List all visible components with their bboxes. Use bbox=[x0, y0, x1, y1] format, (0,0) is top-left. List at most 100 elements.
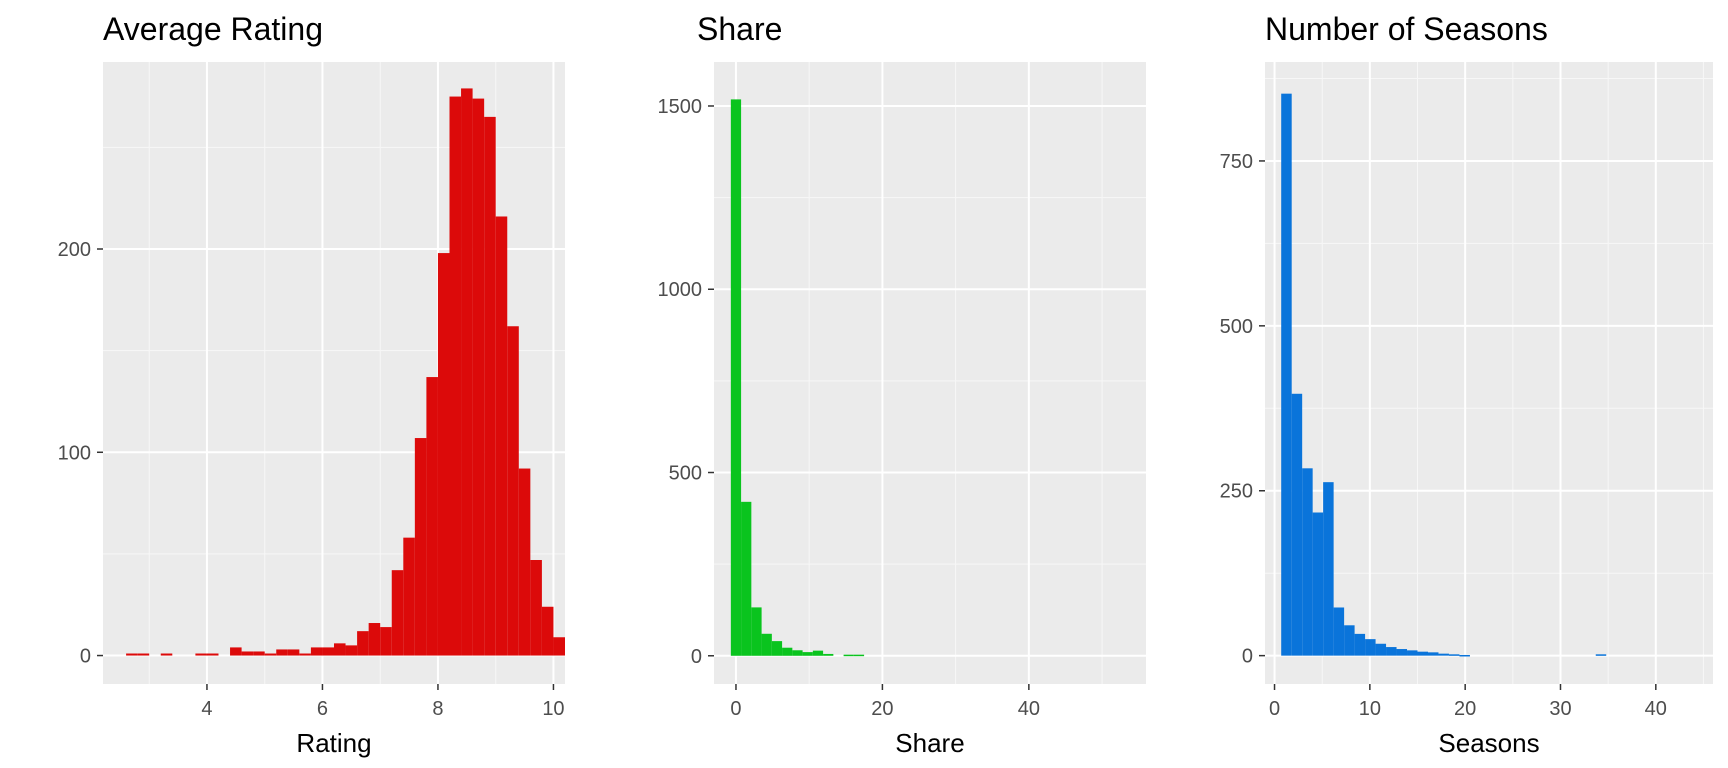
histogram-bar bbox=[1323, 482, 1334, 656]
histogram-bar bbox=[1595, 654, 1607, 656]
histogram-bar bbox=[322, 647, 334, 656]
y-tick-label: 1500 bbox=[658, 96, 703, 118]
histogram-bar bbox=[426, 377, 438, 656]
histogram-bar bbox=[751, 607, 762, 656]
panel-background bbox=[1265, 62, 1713, 684]
x-tick-label: 4 bbox=[201, 698, 212, 720]
histogram-bar bbox=[730, 99, 742, 656]
histogram-bar bbox=[1438, 653, 1449, 656]
histogram-bar bbox=[137, 653, 150, 656]
histogram-bar bbox=[843, 654, 854, 657]
y-tick-label: 500 bbox=[669, 463, 702, 485]
histogram-bar bbox=[1417, 651, 1428, 656]
histogram-bar bbox=[771, 641, 783, 656]
histogram-bar bbox=[414, 438, 427, 656]
histogram-bar bbox=[1312, 512, 1324, 656]
panel-title: Share bbox=[697, 11, 782, 47]
histogram-bar bbox=[461, 88, 473, 656]
histogram-bar bbox=[403, 537, 415, 656]
histogram-bar bbox=[530, 560, 542, 656]
y-tick-label: 750 bbox=[1220, 151, 1253, 173]
histogram-bar bbox=[1354, 633, 1366, 656]
histogram-bar bbox=[541, 606, 554, 656]
x-axis-label: Rating bbox=[296, 728, 371, 758]
histogram-bar bbox=[1344, 625, 1355, 656]
histogram-bar bbox=[553, 637, 565, 656]
histogram-bar bbox=[253, 651, 265, 656]
x-tick-label: 10 bbox=[542, 698, 564, 720]
histogram-bar bbox=[853, 654, 865, 657]
histogram-bar bbox=[230, 647, 242, 656]
histogram-bar bbox=[195, 653, 207, 656]
histogram-bar bbox=[782, 647, 793, 656]
histogram-bar bbox=[507, 326, 519, 656]
histogram-bar bbox=[1281, 93, 1292, 656]
histogram-bar bbox=[1396, 649, 1408, 656]
histogram-panel-2: 0 500 1000 1500 0 20 40 Share Share bbox=[658, 11, 1146, 758]
histogram-bar bbox=[472, 98, 485, 656]
histogram-bar bbox=[310, 647, 323, 656]
panel-background bbox=[714, 62, 1146, 684]
histogram-bar bbox=[380, 627, 392, 656]
histogram-bar bbox=[741, 501, 752, 656]
histogram-bar bbox=[1407, 650, 1418, 656]
panel-title: Average Rating bbox=[103, 11, 323, 47]
y-tick-label: 500 bbox=[1220, 316, 1253, 338]
histogram-bar bbox=[206, 653, 219, 656]
histogram-bar bbox=[449, 96, 462, 656]
y-tick-label: 0 bbox=[1242, 646, 1253, 668]
histogram-bar bbox=[495, 216, 508, 656]
x-tick-label: 40 bbox=[1645, 698, 1667, 720]
y-tick-label: 100 bbox=[58, 442, 91, 464]
histogram-bar bbox=[484, 116, 496, 656]
histogram-bar bbox=[518, 468, 531, 656]
y-tick-label: 1000 bbox=[658, 279, 703, 301]
x-axis-label: Seasons bbox=[1438, 728, 1539, 758]
histogram-panel-1: 0 100 200 4 6 8 10 Average Rating Rating bbox=[58, 11, 565, 758]
histogram-bar bbox=[357, 631, 369, 656]
histogram-bar bbox=[1365, 639, 1376, 656]
histogram-bar bbox=[802, 652, 813, 656]
y-tick-label: 200 bbox=[58, 239, 91, 261]
panel-title: Number of Seasons bbox=[1265, 11, 1548, 47]
histogram-bar bbox=[1448, 654, 1460, 656]
histogram-bar bbox=[287, 649, 300, 656]
histogram-bar bbox=[276, 649, 288, 656]
x-tick-label: 30 bbox=[1549, 698, 1571, 720]
histogram-bar bbox=[1386, 647, 1397, 656]
histogram-bar bbox=[437, 253, 450, 656]
histogram-panel-3: 0 250 500 750 0 10 20 30 40 Number of Seasons Seas… bbox=[1220, 11, 1713, 758]
histogram-bar bbox=[368, 623, 381, 656]
x-tick-label: 40 bbox=[1018, 698, 1040, 720]
histogram-bar bbox=[1291, 393, 1303, 656]
histogram-bar bbox=[299, 653, 311, 656]
x-tick-label: 8 bbox=[432, 698, 443, 720]
y-tick-label: 0 bbox=[80, 646, 91, 668]
histogram-bar bbox=[1459, 654, 1470, 657]
x-tick-label: 10 bbox=[1359, 698, 1381, 720]
histogram-bar bbox=[334, 643, 346, 656]
histogram-bar bbox=[792, 650, 803, 656]
histogram-bar bbox=[126, 653, 138, 656]
histogram-bar bbox=[391, 570, 404, 656]
histogram-bar bbox=[1375, 643, 1387, 656]
histogram-bar bbox=[812, 650, 824, 656]
x-tick-label: 20 bbox=[1454, 698, 1476, 720]
histogram-bar bbox=[1427, 652, 1439, 656]
histogram-bar bbox=[761, 633, 772, 656]
histogram-bar bbox=[264, 653, 277, 656]
histogram-bar bbox=[345, 645, 358, 656]
y-tick-label: 0 bbox=[691, 646, 702, 668]
x-axis-label: Share bbox=[895, 728, 964, 758]
x-tick-label: 0 bbox=[730, 698, 741, 720]
y-tick-label: 250 bbox=[1220, 481, 1253, 503]
histogram-bar bbox=[1302, 468, 1313, 656]
histogram-bar bbox=[160, 653, 173, 656]
x-tick-label: 0 bbox=[1269, 698, 1280, 720]
x-tick-label: 6 bbox=[317, 698, 328, 720]
histogram-bar bbox=[241, 651, 254, 656]
histogram-bar bbox=[823, 653, 834, 656]
histogram-bar bbox=[1333, 607, 1345, 656]
x-tick-label: 20 bbox=[871, 698, 893, 720]
